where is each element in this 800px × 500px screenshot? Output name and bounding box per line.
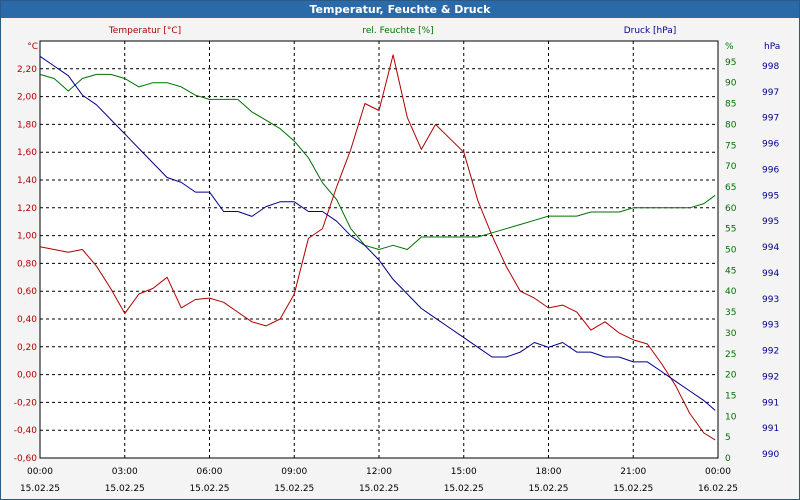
humidity-tick-label: 25	[725, 350, 736, 360]
humidity-tick-label: 80	[725, 120, 737, 130]
pressure-line	[39, 55, 716, 411]
humidity-tick-label: 15	[725, 391, 736, 401]
x-tick-label-date: 15.02.25	[20, 484, 60, 494]
humidity-tick-label: 70	[725, 162, 737, 172]
humidity-tick-label: 0	[725, 454, 731, 464]
pressure-tick-label: 997	[762, 114, 779, 124]
humidity-tick-label: 5	[725, 433, 731, 443]
x-tick-label-time: 18:00	[536, 467, 562, 477]
humidity-series-label: rel. Feuchte [%]	[362, 26, 433, 36]
humidity-tick-label: 50	[725, 246, 737, 256]
temp-axis-unit: °C	[27, 42, 38, 52]
temp-tick-label: 0,80	[17, 259, 37, 269]
temp-tick-label: 0,00	[17, 371, 37, 381]
temp-tick-label: 1,80	[17, 120, 37, 130]
humidity-axis-unit: %	[725, 42, 734, 52]
x-tick-label-date: 15.02.25	[189, 484, 229, 494]
pressure-tick-label: 991	[762, 398, 779, 408]
humidity-tick-label: 75	[725, 141, 736, 151]
humidity-tick-label: 90	[725, 79, 737, 89]
temp-tick-label: -0,60	[14, 454, 38, 464]
temp-tick-label: -0,20	[14, 398, 38, 408]
x-tick-label-time: 03:00	[112, 467, 138, 477]
pressure-tick-label: 995	[762, 191, 779, 201]
temp-tick-label: 0,40	[17, 315, 37, 325]
window-title: Temperatur, Feuchte & Druck	[1, 1, 799, 18]
x-tick-label-date: 15.02.25	[105, 484, 145, 494]
pressure-tick-label: 997	[762, 88, 779, 98]
humidity-tick-label: 45	[725, 266, 736, 276]
x-tick-label-date: 15.02.25	[613, 484, 653, 494]
temp-tick-label: 1,40	[17, 176, 37, 186]
pressure-tick-label: 996	[762, 140, 779, 150]
humidity-tick-label: 85	[725, 100, 736, 110]
pressure-tick-label: 993	[762, 295, 779, 305]
pressure-tick-label: 991	[762, 424, 779, 434]
temp-tick-label: 1,20	[17, 204, 37, 214]
pressure-tick-label: 992	[762, 347, 779, 357]
humidity-tick-label: 55	[725, 225, 736, 235]
x-tick-label-time: 09:00	[281, 467, 307, 477]
pressure-tick-label: 993	[762, 321, 779, 331]
humidity-tick-label: 35	[725, 308, 736, 318]
temp-tick-label: 1,00	[17, 232, 37, 242]
temp-series-label: Temperatur [°C]	[108, 26, 181, 36]
pressure-tick-label: 996	[762, 165, 779, 175]
pressure-series-label: Druck [hPa]	[624, 26, 677, 36]
pressure-tick-label: 995	[762, 217, 779, 227]
x-tick-label-time: 15:00	[451, 467, 477, 477]
temp-tick-label: 0,60	[17, 287, 37, 297]
temp-tick-label: 2,20	[17, 65, 37, 75]
x-tick-label-time: 06:00	[197, 467, 223, 477]
pressure-axis-unit: hPa	[764, 42, 780, 52]
humidity-tick-label: 60	[725, 204, 737, 214]
x-tick-label-time: 00:00	[705, 467, 731, 477]
humidity-tick-label: 10	[725, 412, 737, 422]
temp-tick-label: 2,00	[17, 93, 37, 103]
humidity-tick-label: 40	[725, 287, 737, 297]
humidity-tick-label: 20	[725, 371, 737, 381]
pressure-tick-label: 998	[762, 62, 779, 72]
humidity-tick-label: 30	[725, 329, 737, 339]
humidity-tick-label: 65	[725, 183, 736, 193]
x-tick-label-date: 16.02.25	[698, 484, 738, 494]
x-tick-label-time: 00:00	[27, 467, 53, 477]
x-tick-label-date: 15.02.25	[444, 484, 484, 494]
x-tick-label-time: 21:00	[620, 467, 646, 477]
pressure-tick-label: 994	[762, 269, 779, 279]
humidity-tick-label: 95	[725, 58, 736, 68]
pressure-tick-label: 994	[762, 243, 779, 253]
pressure-tick-label: 990	[762, 450, 779, 460]
x-tick-label-date: 15.02.25	[528, 484, 568, 494]
temp-tick-label: 1,60	[17, 148, 37, 158]
x-tick-label-date: 15.02.25	[359, 484, 399, 494]
temperature-line	[39, 54, 716, 441]
temp-tick-label: -0,40	[14, 426, 38, 436]
x-tick-label-date: 15.02.25	[274, 484, 314, 494]
temp-tick-label: 0,20	[17, 343, 37, 353]
pressure-tick-label: 992	[762, 372, 779, 382]
x-tick-label-time: 12:00	[366, 467, 392, 477]
humidity-line	[39, 73, 716, 250]
